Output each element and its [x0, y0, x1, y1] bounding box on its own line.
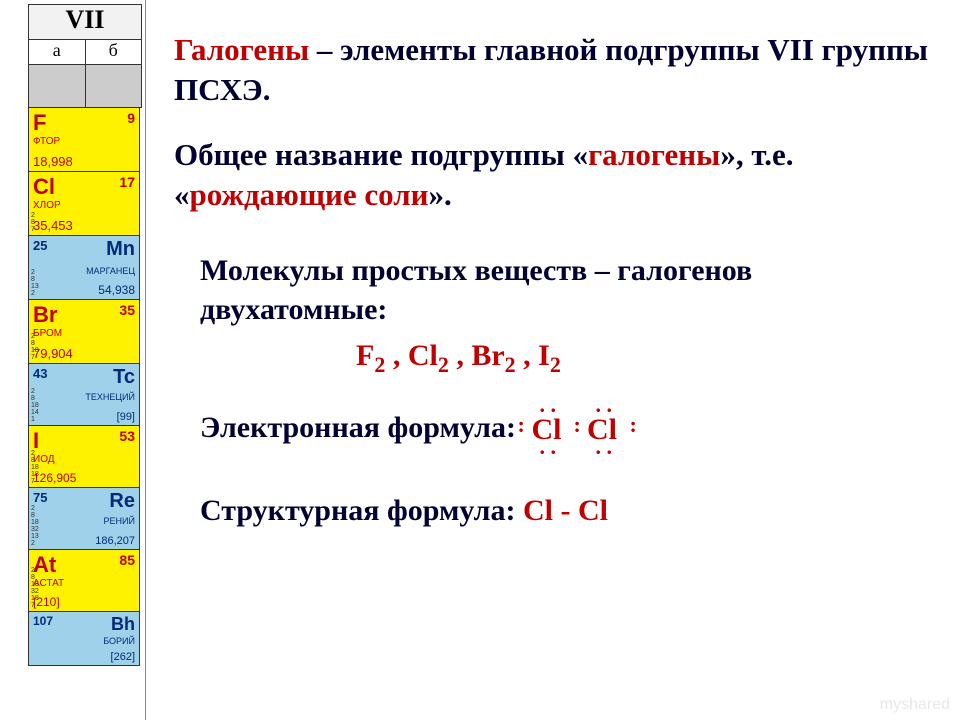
electron-config: 2 8 13 2 — [31, 269, 39, 297]
element-number: 85 — [119, 552, 135, 568]
electron-config: 2 8 18 7 — [31, 333, 137, 361]
element-cell-bh: Bh 107 БОРИЙ [262] — [28, 612, 140, 666]
diatomic-formulas: F2 , Cl2 , Br2 , I2 — [356, 339, 940, 378]
element-name: РЕНИЙ — [104, 516, 135, 526]
lewis-structure: : . . . . Cl : . . . . Cl : — [531, 410, 617, 449]
element-mass: 186,207 — [95, 535, 135, 547]
electronic-formula-label: Электронная формула: — [200, 411, 516, 444]
element-number: 17 — [119, 174, 135, 190]
element-number: 53 — [119, 428, 135, 444]
electron-config: 2 8 7 — [31, 212, 137, 233]
element-mass: 18,998 — [33, 154, 73, 169]
element-cell-br: Br35БРОМ79,9042 8 18 7 — [28, 300, 140, 364]
watermark: myshared — [880, 696, 950, 714]
element-mass: [262] — [111, 651, 135, 663]
element-cell-re: Re 75 РЕНИЙ 186,207 2 8 18 32 13 2 — [28, 488, 140, 550]
subgroup-b: б — [86, 40, 142, 64]
molecules-paragraph: Молекулы простых веществ – галогенов дву… — [200, 251, 940, 329]
element-mass: [99] — [117, 411, 135, 423]
electron-config: 2 8 18 32 18 7 — [31, 567, 137, 609]
element-cell-cl: Cl17ХЛОР35,4532 8 7 — [28, 172, 140, 236]
element-name: ТЕХНЕЦИЙ — [85, 392, 135, 402]
subgroup-a: а — [29, 40, 86, 64]
element-symbol: Bh — [111, 614, 135, 635]
element-symbol: Mn — [106, 238, 135, 261]
element-cell-f: F 9 ФТОР 18,998 — [28, 108, 140, 172]
electron-config: 2 8 18 18 7 — [31, 450, 137, 485]
element-cell-i: I53ИОД126,9052 8 18 18 7 — [28, 426, 140, 488]
electron-config: 2 8 18 32 13 2 — [31, 505, 39, 547]
structural-formula-label: Структурная формула: — [200, 494, 523, 527]
element-cell-tc: Tc 43 ТЕХНЕЦИЙ [99] 2 8 18 14 1 — [28, 364, 140, 426]
group-header: VII — [28, 4, 142, 39]
element-symbol: F — [33, 110, 46, 136]
element-cell-mn: Mn 25 МАРГАНЕЦ 54,938 2 8 13 2 — [28, 236, 140, 300]
element-number: 75 — [33, 490, 47, 505]
empty-period-cell — [28, 65, 142, 108]
slide-content: Галогены – элементы главной подгруппы VI… — [146, 0, 960, 720]
structural-formula-line: Структурная формула: Cl - Cl — [200, 491, 940, 530]
element-name: БОРИЙ — [103, 636, 135, 646]
element-number: 9 — [127, 110, 135, 126]
term-halogens: Галогены — [174, 32, 309, 67]
definition-paragraph: Галогены – элементы главной подгруппы VI… — [174, 30, 940, 109]
element-name: МАРГАНЕЦ — [86, 266, 135, 276]
element-symbol: Re — [109, 490, 135, 513]
element-symbol: Br — [33, 302, 57, 328]
element-number: 25 — [33, 238, 47, 253]
element-symbol: Tc — [113, 366, 135, 389]
subgroup-name-paragraph: Общее название подгруппы «галогены», т.е… — [174, 135, 940, 214]
element-number: 43 — [33, 366, 47, 381]
electron-config: 2 8 18 14 1 — [31, 388, 39, 423]
electronic-formula-line: Электронная формула: : . . . . Cl : . . … — [200, 408, 940, 450]
element-cell-at: At85АСТАТ[210]2 8 18 32 18 7 — [28, 550, 140, 612]
subgroup-header: а б — [28, 39, 142, 65]
element-mass: 54,938 — [98, 283, 135, 297]
element-symbol: Cl — [33, 174, 55, 200]
periodic-table-column: VII а б F9ФТОР18,998Cl17ХЛОР35,4532 8 7M… — [0, 0, 146, 720]
structural-formula: Cl - Cl — [523, 494, 608, 527]
element-name: ФТОР — [33, 136, 60, 147]
element-number: 35 — [119, 302, 135, 318]
element-number: 107 — [33, 614, 53, 628]
element-name: ХЛОР — [33, 200, 61, 211]
